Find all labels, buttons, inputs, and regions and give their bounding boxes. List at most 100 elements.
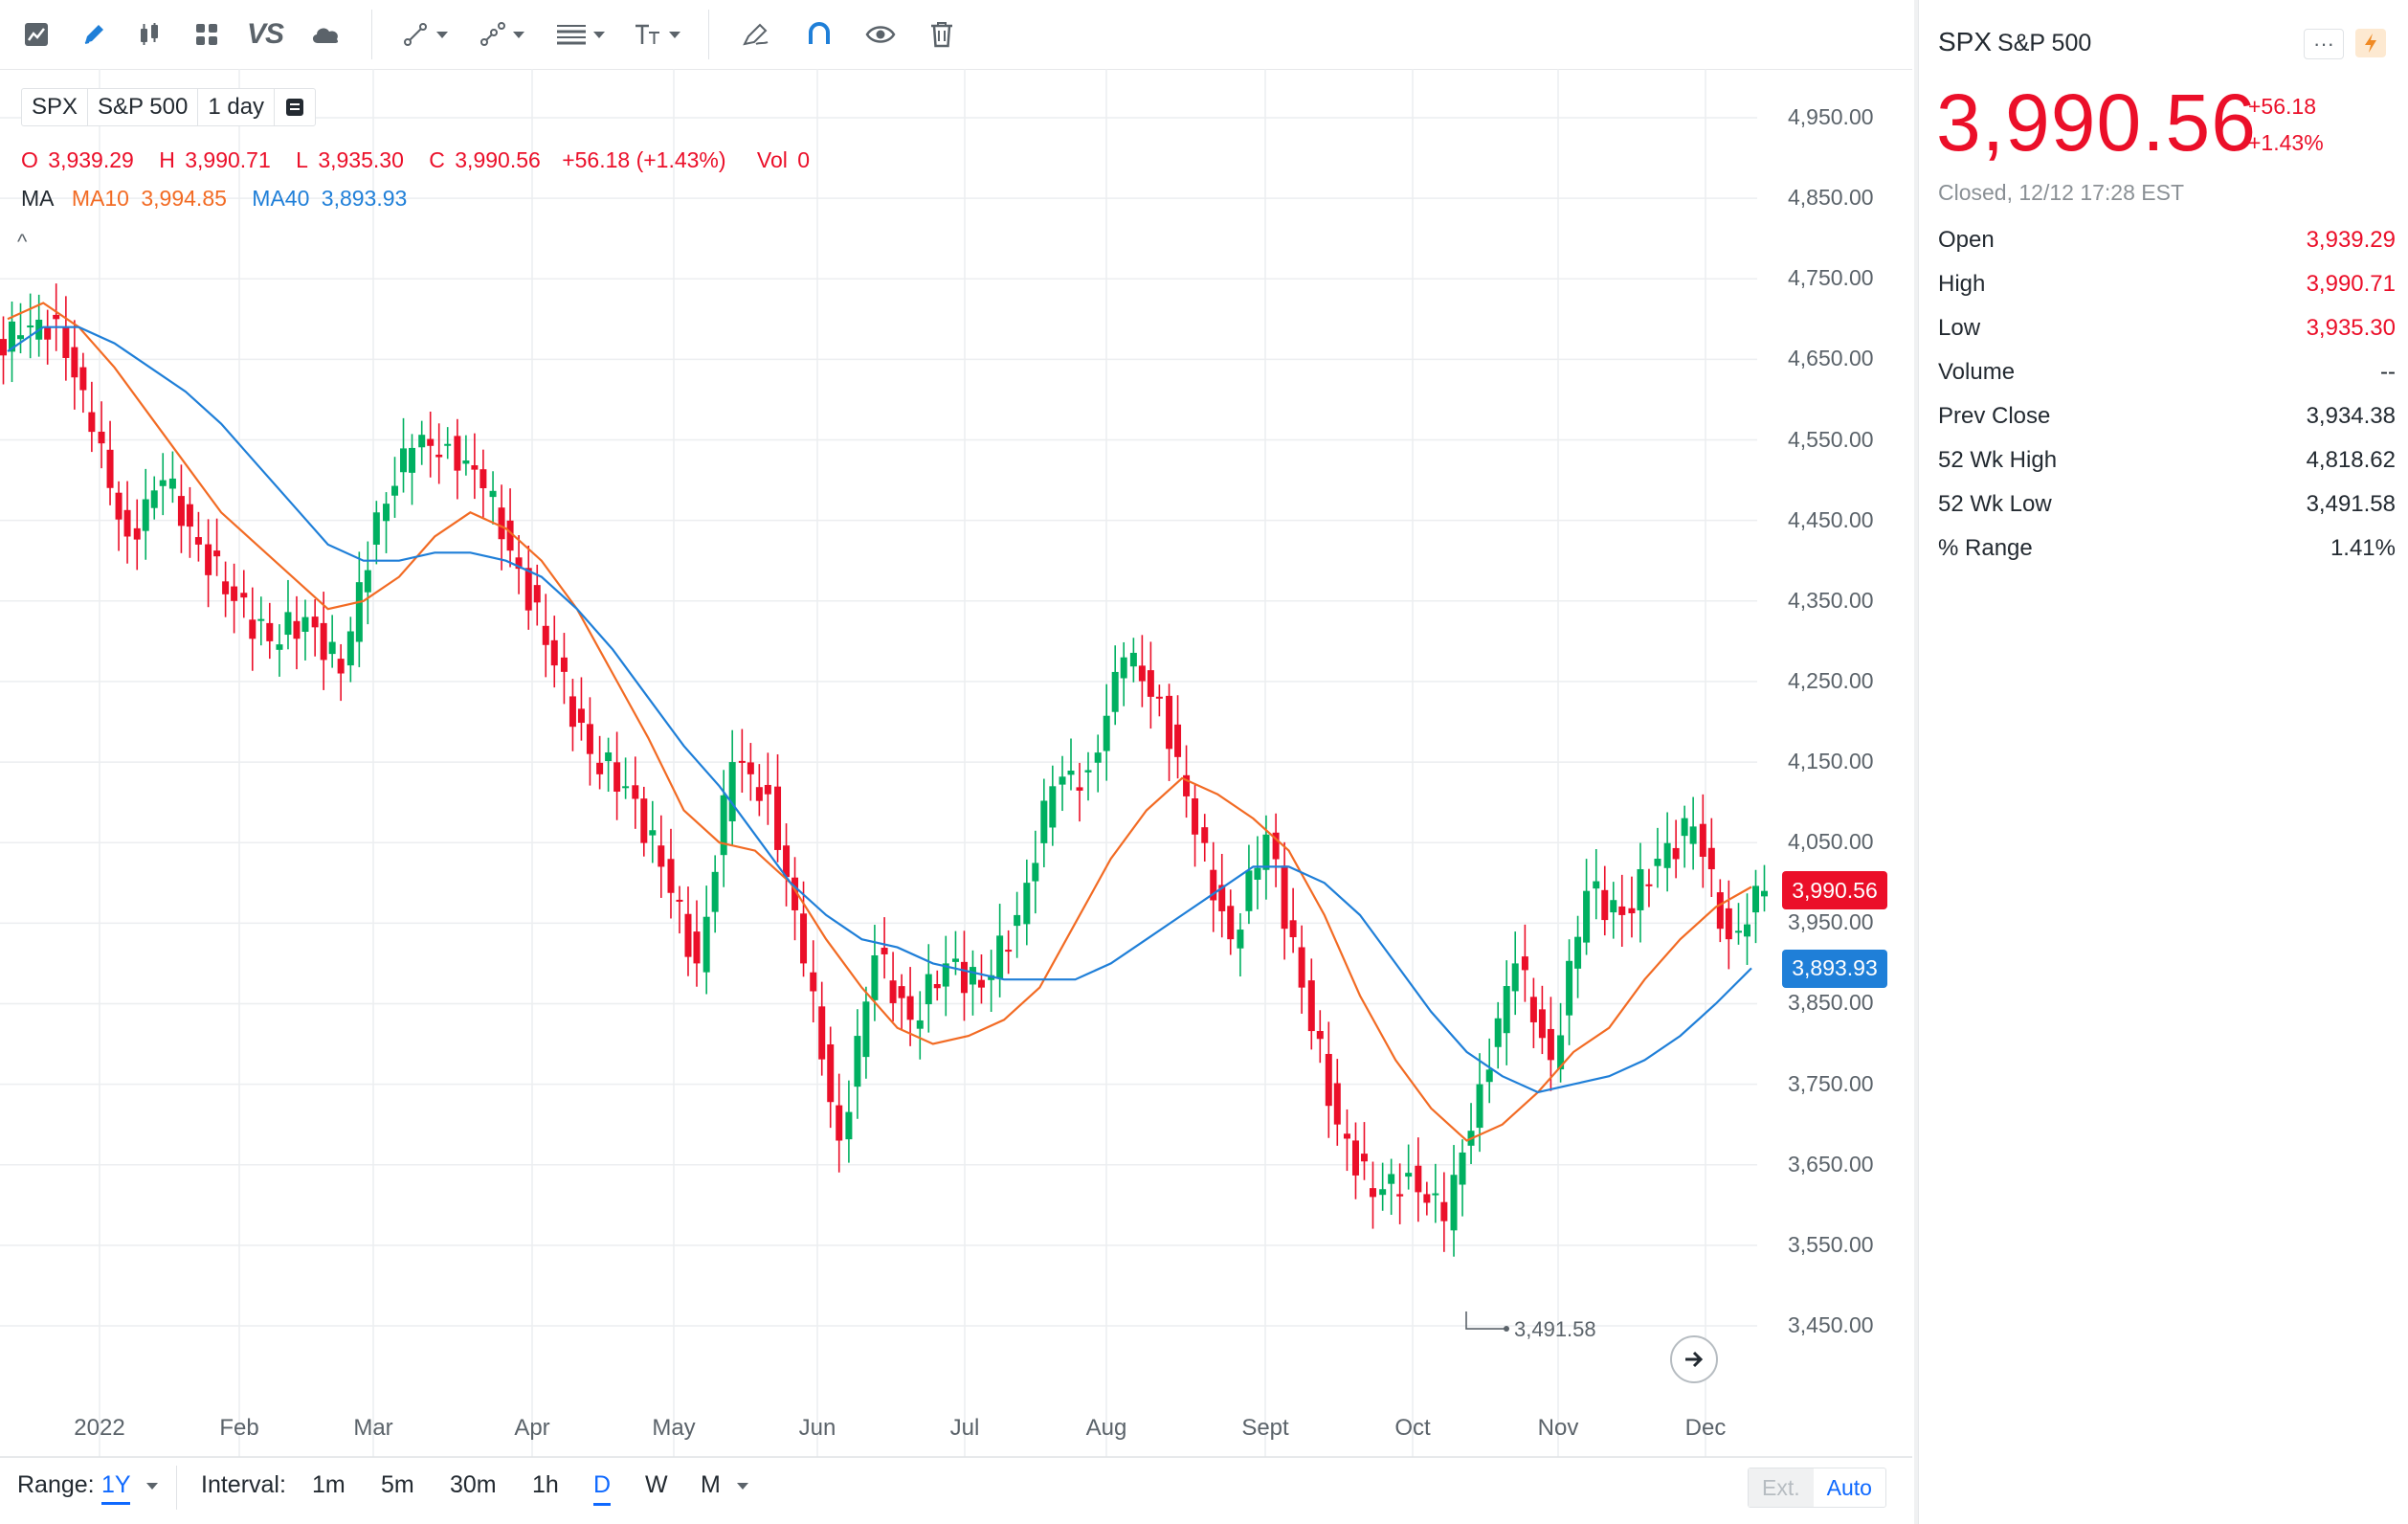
bottom-divider bbox=[176, 1466, 177, 1510]
eye-icon[interactable] bbox=[861, 13, 900, 56]
candle-body bbox=[1237, 930, 1244, 949]
toolbar: VS bbox=[0, 0, 1912, 70]
candle-body bbox=[506, 520, 514, 551]
range-selector[interactable]: 1Y bbox=[101, 1471, 159, 1505]
candle-body bbox=[355, 582, 363, 642]
last-price-tag: 3,990.56 bbox=[1782, 871, 1887, 910]
quote-ticker: SPX bbox=[1938, 27, 1993, 56]
candle-body bbox=[1547, 1028, 1554, 1061]
candle-body bbox=[622, 786, 630, 789]
candle-body bbox=[1210, 869, 1217, 901]
candle-body bbox=[542, 625, 549, 645]
candle-body bbox=[1601, 889, 1609, 921]
candle-body bbox=[489, 490, 497, 498]
price-chart[interactable]: 3,491.58 bbox=[0, 69, 1914, 1457]
candle-body bbox=[515, 557, 523, 570]
chevron-down-icon bbox=[593, 31, 605, 38]
ma-legend[interactable]: MA MA10 3,994.85 MA40 3,893.93 bbox=[21, 186, 407, 212]
x-tick-label: Nov bbox=[1537, 1415, 1579, 1441]
chart-type-icon[interactable] bbox=[17, 13, 56, 56]
x-tick-label: Apr bbox=[514, 1415, 550, 1441]
y-tick-label: 3,750.00 bbox=[1788, 1070, 1874, 1096]
scroll-to-latest-button[interactable] bbox=[1670, 1335, 1718, 1383]
auto-button[interactable]: Auto bbox=[1826, 1474, 1872, 1500]
symbol-name[interactable]: S&P 500 bbox=[88, 89, 199, 125]
chart-grid bbox=[0, 69, 1912, 1457]
candle-body bbox=[728, 762, 736, 821]
candle-body bbox=[792, 877, 799, 910]
low-value: 3,935.30 bbox=[318, 147, 404, 172]
symbol-box[interactable]: SPX S&P 500 1 day bbox=[21, 88, 317, 126]
quote-stat-label: High bbox=[1938, 271, 1986, 297]
panel-divider[interactable] bbox=[1914, 0, 1918, 1524]
candle-body bbox=[1040, 800, 1048, 843]
interval-1m[interactable]: 1m bbox=[312, 1471, 346, 1498]
range-value[interactable]: 1Y bbox=[101, 1471, 131, 1505]
candle-body bbox=[479, 469, 487, 489]
quote-stat-value: 3,491.58 bbox=[2306, 491, 2396, 517]
open-label: O bbox=[21, 147, 38, 172]
pattern-tool-icon[interactable] bbox=[473, 13, 530, 56]
ma40-label: MA40 bbox=[252, 186, 310, 211]
magnet-icon[interactable] bbox=[800, 13, 838, 56]
pencil-icon[interactable] bbox=[75, 13, 113, 56]
ma10-label: MA10 bbox=[71, 186, 129, 211]
candle-body bbox=[738, 760, 746, 763]
candle-body bbox=[836, 1105, 843, 1141]
candle-body bbox=[1369, 1188, 1376, 1198]
interval-w[interactable]: W bbox=[645, 1471, 668, 1498]
trash-icon[interactable] bbox=[923, 13, 961, 56]
candle-body bbox=[667, 859, 675, 893]
layout-grid-icon[interactable] bbox=[188, 13, 226, 56]
interval-1h[interactable]: 1h bbox=[532, 1471, 559, 1498]
interval-5m[interactable]: 5m bbox=[381, 1471, 414, 1498]
candle-body bbox=[1511, 963, 1519, 992]
more-options-button[interactable]: ··· bbox=[2304, 29, 2344, 59]
candle-body bbox=[1084, 770, 1092, 773]
collapse-legend-icon[interactable]: ^ bbox=[17, 230, 28, 254]
fibonacci-tool-icon[interactable] bbox=[549, 13, 611, 56]
candle-body bbox=[391, 485, 399, 496]
candle-body bbox=[906, 996, 914, 1020]
symbol-interval[interactable]: 1 day bbox=[198, 89, 276, 125]
compare-button[interactable]: VS bbox=[243, 13, 287, 56]
candle-body bbox=[88, 412, 96, 433]
candle-body bbox=[1032, 863, 1039, 882]
info-button[interactable] bbox=[275, 89, 315, 125]
quote-stat-row: Volume -- bbox=[1938, 350, 2396, 394]
candlestick-icon[interactable] bbox=[130, 13, 168, 56]
candle-body bbox=[818, 1006, 826, 1060]
interval-d[interactable]: D bbox=[593, 1471, 612, 1506]
text-tool-icon[interactable] bbox=[628, 13, 685, 56]
cloud-icon[interactable] bbox=[304, 13, 346, 56]
lightning-icon[interactable] bbox=[2355, 29, 2386, 57]
candle-body bbox=[1067, 771, 1075, 775]
candle-body bbox=[871, 954, 879, 1000]
line-tool-icon[interactable] bbox=[396, 13, 454, 56]
candle-body bbox=[311, 616, 319, 628]
info-list-icon bbox=[286, 99, 304, 116]
ext-button[interactable]: Ext. bbox=[1749, 1468, 1814, 1507]
interval-m[interactable]: M bbox=[701, 1471, 748, 1499]
low-marker-dot bbox=[1504, 1326, 1509, 1333]
candle-body bbox=[1689, 826, 1697, 844]
symbol-ticker[interactable]: SPX bbox=[22, 89, 89, 125]
candle-body bbox=[337, 659, 345, 674]
candle-body bbox=[800, 913, 808, 964]
candle-body bbox=[1147, 670, 1154, 697]
x-tick-label: 2022 bbox=[74, 1415, 125, 1441]
candle-body bbox=[649, 830, 657, 836]
candle-body bbox=[276, 644, 283, 650]
candle-body bbox=[569, 696, 576, 728]
candle-body bbox=[1707, 847, 1715, 870]
candle-body bbox=[977, 979, 985, 988]
interval-30m[interactable]: 30m bbox=[450, 1471, 497, 1498]
x-tick-label: Oct bbox=[1394, 1415, 1431, 1441]
quote-stat-value: 3,990.71 bbox=[2306, 271, 2396, 297]
brush-icon[interactable] bbox=[737, 13, 775, 56]
candle-body bbox=[889, 980, 897, 1003]
candle-body bbox=[1557, 1035, 1565, 1070]
y-tick-label: 4,250.00 bbox=[1788, 667, 1874, 693]
y-tick-label: 3,850.00 bbox=[1788, 990, 1874, 1016]
candle-body bbox=[632, 785, 639, 799]
